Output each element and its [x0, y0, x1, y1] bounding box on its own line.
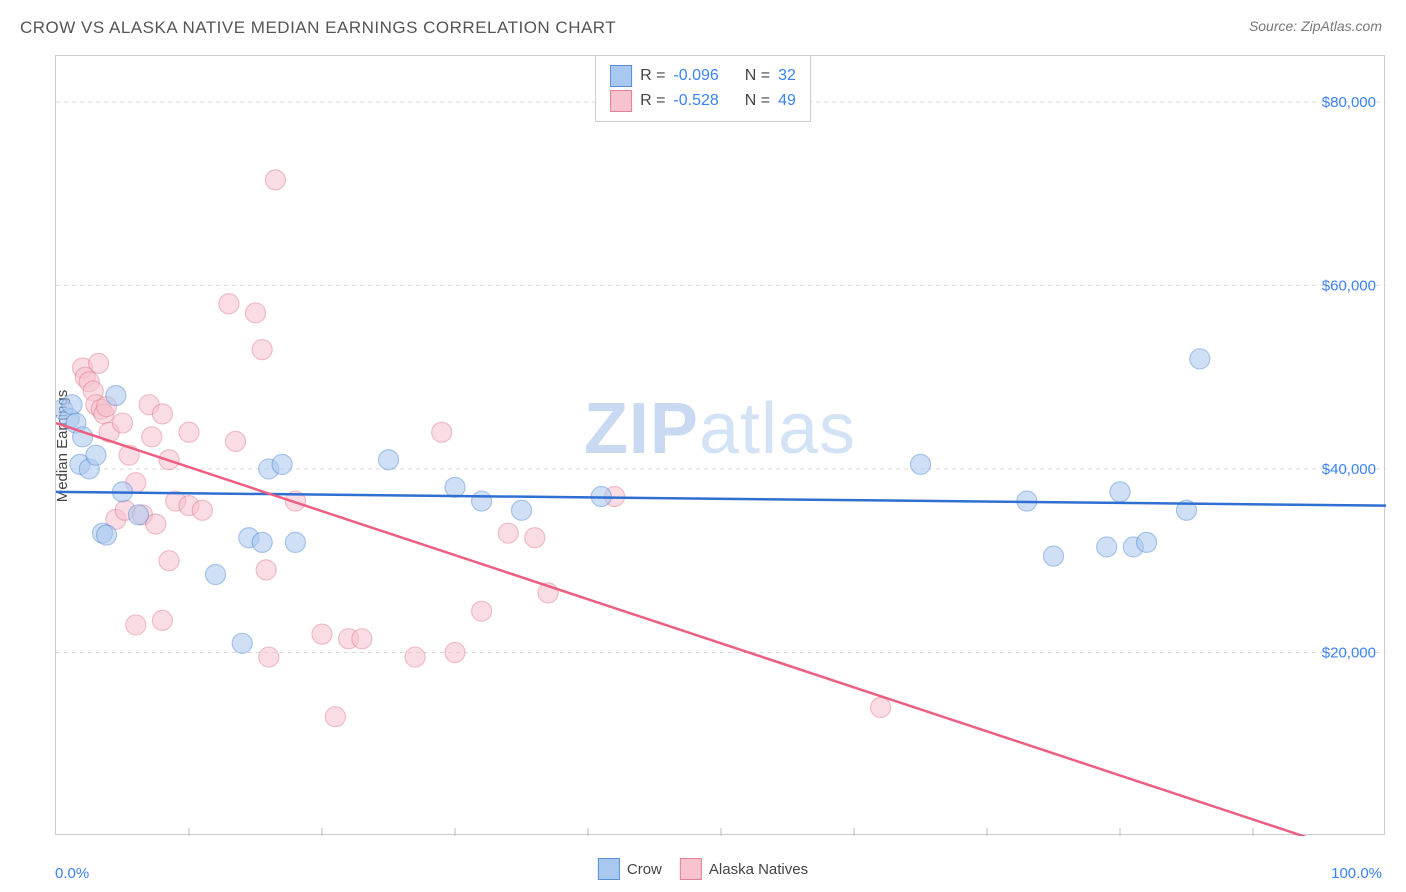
stats-swatch	[610, 65, 632, 87]
svg-text:$20,000: $20,000	[1322, 644, 1376, 661]
source-attribution: Source: ZipAtlas.com	[1249, 18, 1382, 34]
stats-row: R = -0.096 N = 32	[610, 65, 796, 87]
svg-text:$80,000: $80,000	[1322, 94, 1376, 111]
legend-item: Alaska Natives	[680, 858, 808, 880]
x-max-label: 100.0%	[1331, 865, 1382, 882]
chart-title: CROW VS ALASKA NATIVE MEDIAN EARNINGS CO…	[20, 18, 616, 38]
legend-swatch	[598, 858, 620, 880]
source-name: ZipAtlas.com	[1301, 18, 1382, 34]
legend-swatch	[680, 858, 702, 880]
plot-area: ZIPatlas $20,000$40,000$60,000$80,000	[55, 55, 1385, 835]
stats-swatch	[610, 90, 632, 112]
r-value: -0.096	[673, 67, 718, 85]
chart-svg: $20,000 $40,000 $60,000 $80,000	[56, 56, 1386, 836]
n-label: N =	[745, 67, 770, 85]
stats-box: R = -0.096 N = 32 R = -0.528 N = 49	[595, 55, 811, 122]
legend-item: Crow	[598, 858, 662, 880]
r-value: -0.528	[673, 92, 718, 110]
legend-label: Alaska Natives	[709, 861, 808, 878]
r-label: R =	[640, 92, 665, 110]
x-min-label: 0.0%	[55, 865, 89, 882]
n-value: 49	[778, 92, 796, 110]
r-label: R =	[640, 67, 665, 85]
stats-row: R = -0.528 N = 49	[610, 90, 796, 112]
n-label: N =	[745, 92, 770, 110]
source-label: Source:	[1249, 18, 1301, 34]
chart-container: CROW VS ALASKA NATIVE MEDIAN EARNINGS CO…	[0, 0, 1406, 892]
n-value: 32	[778, 67, 796, 85]
svg-text:$60,000: $60,000	[1322, 277, 1376, 294]
legend-label: Crow	[627, 861, 662, 878]
svg-text:$40,000: $40,000	[1322, 461, 1376, 478]
legend: Crow Alaska Natives	[598, 858, 808, 880]
